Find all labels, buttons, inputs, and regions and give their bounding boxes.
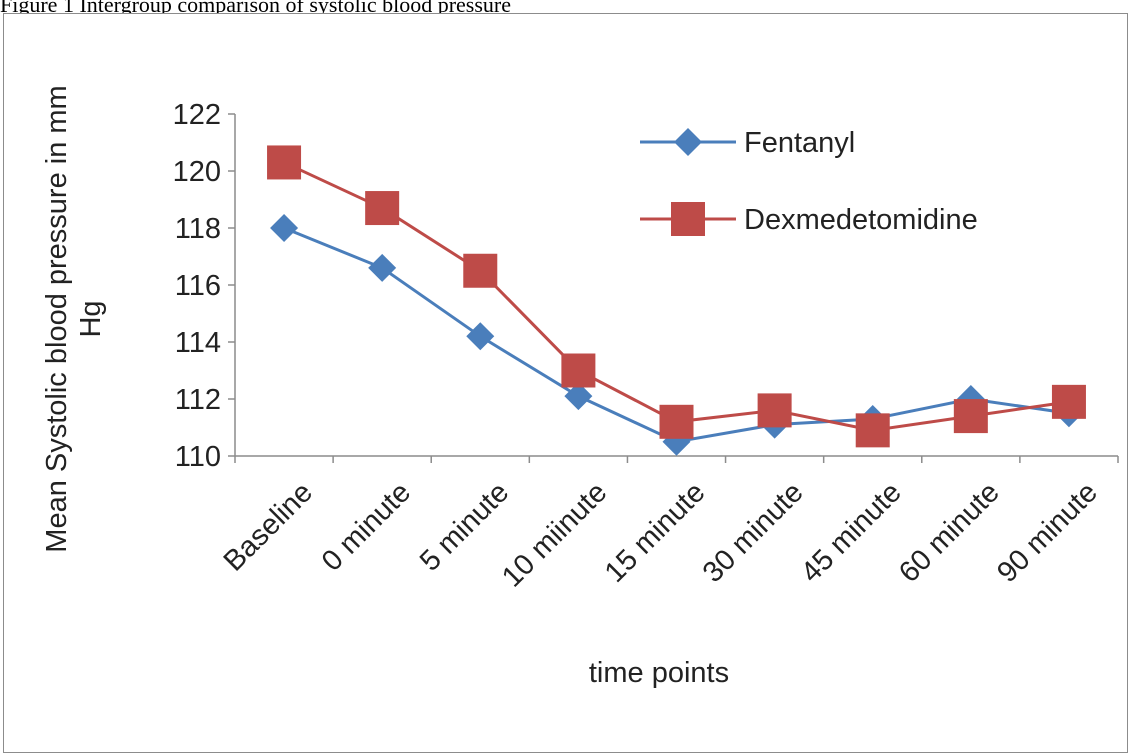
series-1-point [365,191,400,226]
x-tick-label: 45 minute [795,476,908,589]
plot-series [267,145,1086,456]
x-axis-title: time points [589,657,729,689]
series-1-point [1051,384,1086,419]
legend: Fentanyl Dexmedetomidine [640,127,978,236]
series-0-point [466,322,495,351]
x-tick-label: Baseline [218,476,319,577]
x-tick-label: 10 miinute [496,476,613,593]
y-tick-label: 116 [175,270,221,302]
y-axis-title-line-2: Hg [75,300,107,337]
legend-label-0: Fentanyl [744,127,855,159]
x-tick-label: 0 minute [316,476,417,577]
y-tick-label: 112 [175,384,221,416]
x-tick-label: 60 minute [893,476,1006,589]
series-0-point [270,214,299,242]
series-1-point [757,393,792,428]
series-0-point [368,253,397,282]
y-tick-label: 118 [175,213,221,245]
x-tick-label: 90 minute [991,476,1104,589]
series-0-point [564,382,593,411]
series-1-point [659,404,694,439]
x-tick-label: 15 minute [599,476,712,589]
series-1-point [463,253,498,288]
figure-caption: Figure 1 Intergroup comparison of systol… [0,0,512,17]
y-axis: 110 112 114 116 118 120 122 [173,99,236,473]
series-1-point [953,399,988,434]
x-tick-label: 5 minute [414,476,515,577]
series-1-point [561,353,596,388]
y-tick-label: 110 [175,441,221,473]
y-tick-label: 122 [173,99,221,131]
legend-marker-1 [671,202,705,236]
series-1-point [267,145,302,180]
x-tick-label: 30 minute [697,476,810,589]
y-axis-title-line-1: Mean Systolic blood pressure in mm [41,85,73,552]
legend-marker-0 [674,128,702,156]
series-1-point [855,413,890,448]
y-tick-label: 120 [173,156,221,188]
legend-label-1: Dexmedetomidine [744,204,978,236]
y-tick-label: 114 [175,327,221,359]
